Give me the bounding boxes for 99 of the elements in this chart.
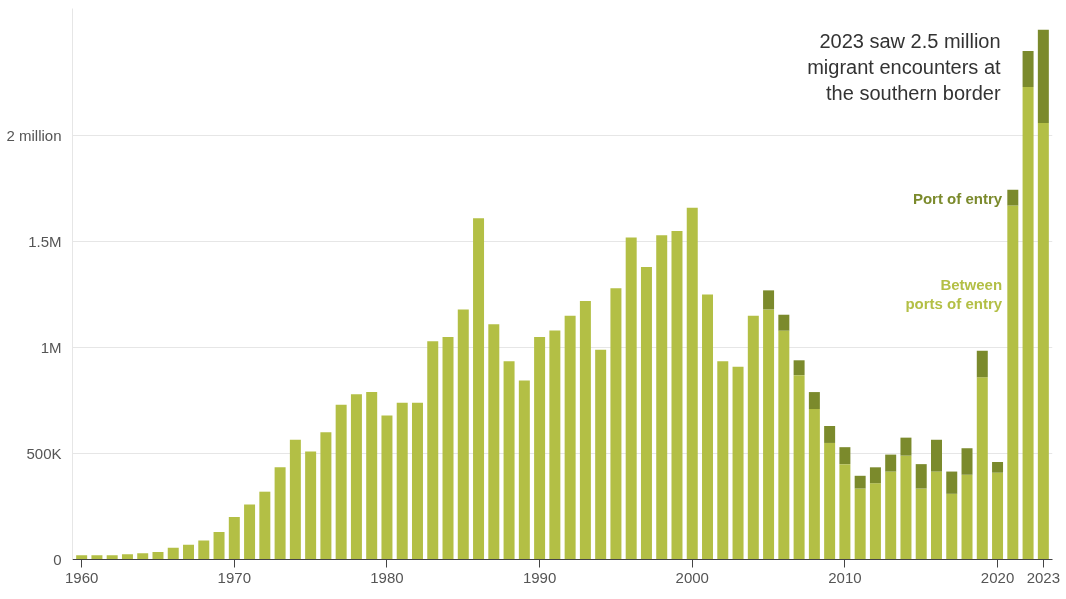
bar [915, 488, 927, 560]
x-tick-label: 2023 [1026, 568, 1061, 586]
bar [824, 425, 836, 443]
bar [1037, 122, 1049, 560]
bar [900, 437, 912, 456]
bar [457, 309, 469, 560]
bar [1007, 189, 1019, 206]
bar [610, 288, 622, 560]
bar [854, 488, 866, 560]
bar [228, 517, 240, 560]
bar [76, 555, 88, 560]
series-label: Port of entry [912, 189, 1003, 207]
bar [976, 350, 988, 378]
bar [1022, 86, 1034, 560]
bar [930, 439, 942, 472]
x-tick-label: 1960 [64, 568, 99, 586]
bar [961, 448, 973, 475]
bar [1022, 50, 1034, 87]
bar [778, 330, 790, 560]
bar [946, 471, 958, 494]
bar [747, 315, 759, 560]
bar [778, 314, 790, 331]
bar [534, 336, 546, 560]
bar [595, 349, 607, 560]
bar [549, 330, 561, 560]
bar [869, 467, 881, 484]
bar [259, 491, 271, 560]
bar [992, 462, 1004, 473]
y-tick-label: 500K [26, 445, 62, 463]
bar [793, 360, 805, 376]
bar [137, 553, 149, 560]
bar [396, 402, 408, 560]
bar [824, 442, 836, 560]
series-label: Between ports of entry [905, 276, 1003, 313]
bar [656, 235, 668, 560]
bar [992, 472, 1004, 560]
bar [793, 375, 805, 560]
bar [335, 404, 347, 560]
x-tick-label: 2000 [675, 568, 709, 586]
bar [244, 504, 256, 560]
bar [1007, 205, 1019, 560]
bar [213, 531, 225, 560]
bar [366, 392, 378, 560]
bar [976, 377, 988, 560]
bar [381, 415, 393, 560]
bar [839, 464, 851, 560]
bar [183, 544, 195, 560]
bar [91, 555, 103, 560]
x-tick-label: 1990 [522, 568, 557, 586]
bar [869, 483, 881, 560]
y-tick-label: 1.5M [28, 233, 62, 251]
bar [442, 336, 454, 560]
x-tick-label: 1970 [217, 568, 251, 586]
bar [564, 315, 576, 560]
bar [167, 547, 179, 560]
bar [808, 392, 820, 410]
bar [930, 471, 942, 560]
x-tick-label: 2020 [980, 568, 1015, 586]
annotation: 2023 saw 2.5 million migrant encounters at the southern border [807, 29, 1002, 105]
bar [732, 366, 744, 560]
bar [1037, 29, 1049, 123]
bar [503, 361, 515, 560]
y-tick-label: 2 million [6, 127, 62, 145]
bar [305, 451, 317, 560]
bar [427, 341, 439, 560]
bar [411, 402, 423, 560]
bar [106, 555, 118, 560]
x-tick-label: 2010 [828, 568, 862, 586]
bar [839, 447, 851, 465]
bar [289, 439, 301, 560]
bar [717, 361, 729, 560]
bar [763, 309, 775, 560]
bar [121, 554, 133, 560]
bar [915, 464, 927, 489]
y-tick-label: 0 [53, 551, 62, 568]
bar [350, 394, 362, 560]
bar [579, 300, 591, 560]
bar [808, 409, 820, 560]
bar [854, 475, 866, 489]
x-tick-label: 1980 [370, 568, 404, 586]
bar [518, 380, 530, 560]
bar [763, 290, 775, 310]
bar [488, 324, 500, 560]
bar [274, 467, 286, 560]
bar [702, 294, 714, 560]
bar [961, 474, 973, 560]
bar [473, 218, 485, 560]
bar [686, 207, 698, 560]
bar [625, 237, 637, 560]
bar [671, 231, 683, 560]
bar [900, 455, 912, 560]
bar [885, 471, 897, 560]
bar [320, 432, 332, 560]
bar [640, 267, 652, 560]
bar [885, 454, 897, 472]
bar [198, 540, 210, 560]
bar [946, 493, 958, 560]
bar [152, 552, 164, 560]
y-tick-label: 1M [40, 339, 62, 357]
